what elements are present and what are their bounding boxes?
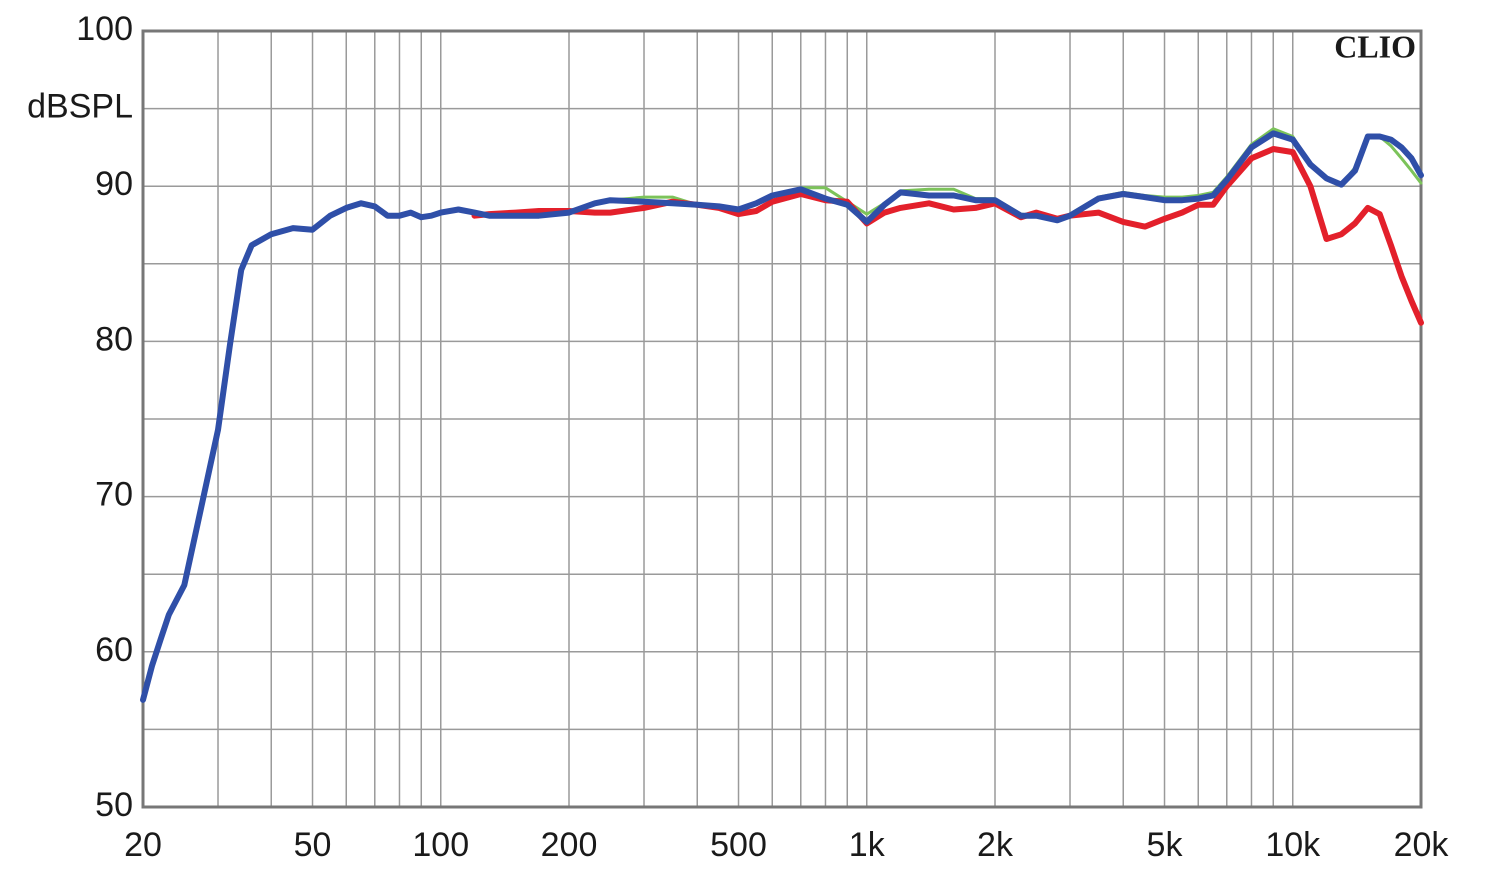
x-tick-label: 50	[294, 826, 332, 864]
x-tick-label: 20	[124, 826, 162, 864]
y-tick-label: 50	[95, 786, 133, 824]
y-tick-label: 100	[76, 10, 133, 48]
y-tick-label: 70	[95, 476, 133, 514]
x-tick-label: 2k	[977, 826, 1014, 864]
x-tick-label: 10k	[1265, 826, 1321, 864]
y-tick-label: 60	[95, 631, 133, 669]
x-tick-label: 500	[710, 826, 767, 864]
plot-frame	[141, 29, 1423, 809]
annotation: CLIO	[1334, 28, 1416, 64]
y-tick-label: 90	[95, 165, 133, 203]
series-line	[471, 146, 1424, 326]
y-tick-label: 80	[95, 320, 133, 358]
x-tick-label: 100	[412, 826, 469, 864]
x-tick-label: 200	[541, 826, 598, 864]
y-axis-label: dBSPL	[27, 88, 133, 126]
x-tick-label: 20k	[1394, 826, 1450, 864]
x-tick-label: 1k	[849, 826, 886, 864]
series-line	[140, 130, 1424, 703]
x-tick-label: 5k	[1147, 826, 1184, 864]
